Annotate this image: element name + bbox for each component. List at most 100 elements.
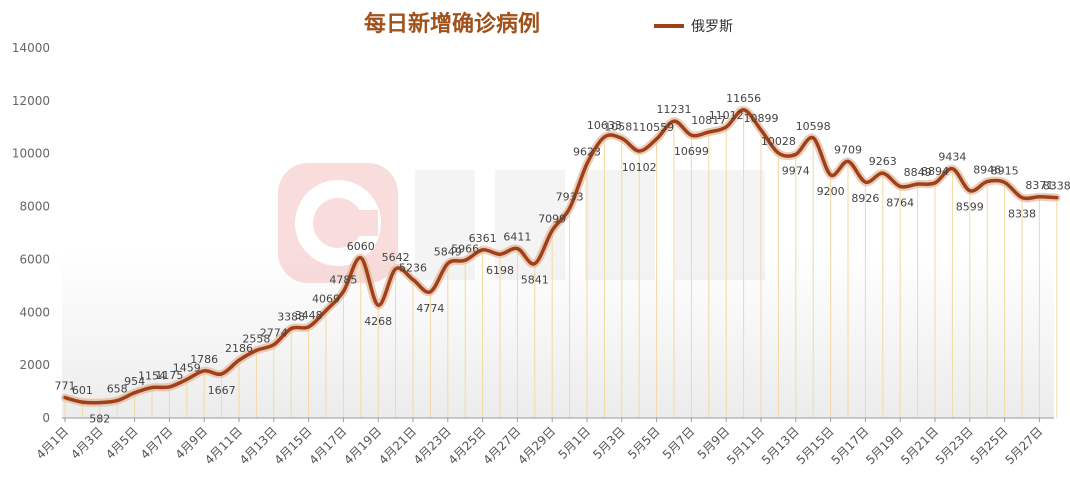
data-label: 8371 bbox=[1025, 179, 1053, 192]
data-point bbox=[1003, 180, 1007, 184]
data-label: 7933 bbox=[556, 190, 584, 203]
data-point bbox=[80, 400, 84, 404]
data-label: 5966 bbox=[451, 242, 479, 255]
data-label: 10581 bbox=[604, 120, 639, 133]
data-label: 4785 bbox=[329, 274, 357, 287]
data-label: 6198 bbox=[486, 264, 514, 277]
data-point bbox=[968, 189, 972, 193]
data-point bbox=[672, 119, 676, 123]
x-tick-label: 4月13日 bbox=[237, 424, 280, 467]
y-tick-label: 10000 bbox=[12, 147, 50, 161]
data-label: 8764 bbox=[886, 196, 914, 209]
x-tick-label: 4月7日 bbox=[138, 424, 176, 462]
data-point bbox=[689, 133, 693, 137]
data-label: 6411 bbox=[503, 231, 531, 244]
data-point bbox=[985, 180, 989, 184]
data-point bbox=[550, 228, 554, 232]
data-label: 4069 bbox=[312, 292, 340, 305]
chart-title: 每日新增确诊病例 bbox=[364, 11, 540, 37]
x-tick-label: 5月27日 bbox=[1002, 424, 1045, 467]
data-label: 9263 bbox=[869, 155, 897, 168]
data-point bbox=[916, 182, 920, 186]
data-label: 1154 bbox=[138, 370, 166, 383]
x-tick-label: 4月5日 bbox=[103, 424, 141, 462]
y-tick-label: 4000 bbox=[19, 305, 50, 319]
x-tick-label: 4月27日 bbox=[480, 424, 523, 467]
data-point bbox=[898, 184, 902, 188]
data-point bbox=[811, 136, 815, 140]
data-point bbox=[481, 248, 485, 252]
data-point bbox=[254, 348, 258, 352]
x-axis: 4月1日4月3日4月5日4月7日4月9日4月11日4月13日4月15日4月17日… bbox=[33, 418, 1046, 467]
data-point bbox=[167, 385, 171, 389]
data-label: 1459 bbox=[173, 361, 201, 374]
x-tick-label: 5月19日 bbox=[863, 424, 906, 467]
data-point bbox=[202, 369, 206, 373]
x-tick-label: 4月29日 bbox=[515, 424, 558, 467]
data-label: 11656 bbox=[726, 92, 761, 105]
legend: 俄罗斯 bbox=[654, 19, 733, 35]
data-point bbox=[359, 256, 363, 260]
x-tick-label: 4月21日 bbox=[376, 424, 419, 467]
data-point bbox=[220, 372, 224, 376]
x-tick-label: 5月1日 bbox=[555, 424, 593, 462]
data-label: 3388 bbox=[277, 310, 305, 323]
data-label: 10699 bbox=[674, 145, 709, 158]
data-point bbox=[515, 247, 519, 251]
data-point bbox=[411, 278, 415, 282]
data-label: 5236 bbox=[399, 262, 427, 275]
data-label: 3448 bbox=[295, 309, 323, 322]
data-point bbox=[150, 386, 154, 390]
data-point bbox=[846, 159, 850, 163]
x-tick-label: 5月3日 bbox=[590, 424, 628, 462]
data-point bbox=[307, 325, 311, 329]
data-label: 9434 bbox=[938, 151, 966, 164]
data-point bbox=[133, 391, 137, 395]
data-label: 582 bbox=[89, 413, 110, 426]
data-point bbox=[324, 308, 328, 312]
data-label: 1786 bbox=[190, 353, 218, 366]
data-point bbox=[881, 171, 885, 175]
data-point bbox=[341, 290, 345, 294]
data-label: 6060 bbox=[347, 240, 375, 253]
data-label: 954 bbox=[124, 375, 145, 388]
x-tick-label: 5月15日 bbox=[794, 424, 837, 467]
data-label: 8915 bbox=[991, 164, 1019, 177]
y-tick-label: 6000 bbox=[19, 252, 50, 266]
data-label: 8926 bbox=[851, 192, 879, 205]
data-label: 4268 bbox=[364, 315, 392, 328]
x-tick-label: 5月25日 bbox=[968, 424, 1011, 467]
legend-label: 俄罗斯 bbox=[691, 19, 733, 35]
data-point bbox=[724, 125, 728, 129]
data-point bbox=[63, 396, 67, 400]
data-label: 10598 bbox=[796, 120, 831, 133]
data-point bbox=[115, 399, 119, 403]
data-point bbox=[498, 252, 502, 256]
x-tick-label: 4月17日 bbox=[306, 424, 349, 467]
data-label: 7099 bbox=[538, 212, 566, 225]
x-tick-label: 5月13日 bbox=[759, 424, 802, 467]
data-point bbox=[237, 358, 241, 362]
data-label: 8599 bbox=[956, 201, 984, 214]
data-point bbox=[1037, 195, 1041, 199]
data-label: 6361 bbox=[469, 232, 497, 245]
x-tick-label: 5月7日 bbox=[660, 424, 698, 462]
data-point bbox=[289, 326, 293, 330]
data-label: 658 bbox=[107, 383, 128, 396]
data-point bbox=[463, 258, 467, 262]
x-tick-label: 5月21日 bbox=[898, 424, 941, 467]
data-label: 2186 bbox=[225, 342, 253, 355]
x-tick-label: 5月23日 bbox=[933, 424, 976, 467]
y-tick-label: 14000 bbox=[12, 41, 50, 55]
x-tick-label: 4月23日 bbox=[411, 424, 454, 467]
data-point bbox=[568, 206, 572, 210]
data-point bbox=[829, 173, 833, 177]
y-tick-label: 2000 bbox=[19, 358, 50, 372]
data-label: 10028 bbox=[761, 135, 796, 148]
data-label: 5841 bbox=[521, 274, 549, 287]
data-point bbox=[376, 303, 380, 307]
data-point bbox=[776, 151, 780, 155]
data-point bbox=[272, 343, 276, 347]
y-tick-label: 12000 bbox=[12, 94, 50, 108]
